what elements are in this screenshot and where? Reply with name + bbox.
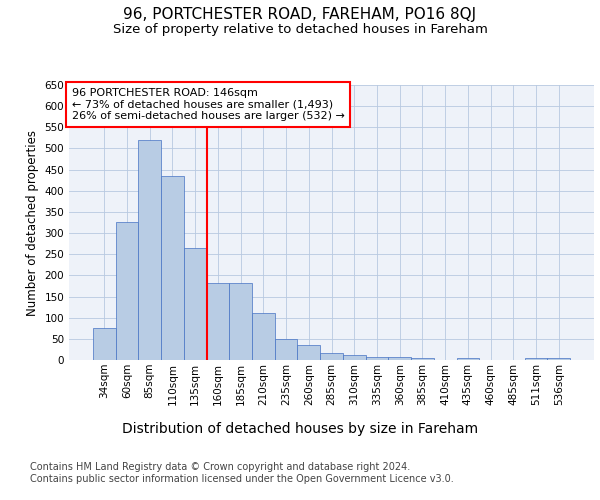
Bar <box>206 282 229 360</box>
Text: 96, PORTCHESTER ROAD, FAREHAM, PO16 8QJ: 96, PORTCHESTER ROAD, FAREHAM, PO16 8QJ <box>124 8 476 22</box>
Bar <box>457 358 479 360</box>
Bar <box>93 328 116 360</box>
Y-axis label: Number of detached properties: Number of detached properties <box>26 130 39 316</box>
Bar <box>252 312 275 360</box>
Bar <box>184 248 206 360</box>
Bar <box>116 222 139 360</box>
Bar <box>365 356 388 360</box>
Bar <box>388 358 411 360</box>
Text: 96 PORTCHESTER ROAD: 146sqm
← 73% of detached houses are smaller (1,493)
26% of : 96 PORTCHESTER ROAD: 146sqm ← 73% of det… <box>71 88 344 121</box>
Bar <box>229 282 252 360</box>
Bar <box>298 345 320 360</box>
Bar <box>161 176 184 360</box>
Bar <box>139 140 161 360</box>
Bar <box>343 354 365 360</box>
Bar <box>411 358 434 360</box>
Text: Contains HM Land Registry data © Crown copyright and database right 2024.
Contai: Contains HM Land Registry data © Crown c… <box>30 462 454 484</box>
Text: Distribution of detached houses by size in Fareham: Distribution of detached houses by size … <box>122 422 478 436</box>
Bar <box>524 358 547 360</box>
Bar <box>547 358 570 360</box>
Bar <box>320 353 343 360</box>
Bar <box>275 339 298 360</box>
Text: Size of property relative to detached houses in Fareham: Size of property relative to detached ho… <box>113 22 487 36</box>
